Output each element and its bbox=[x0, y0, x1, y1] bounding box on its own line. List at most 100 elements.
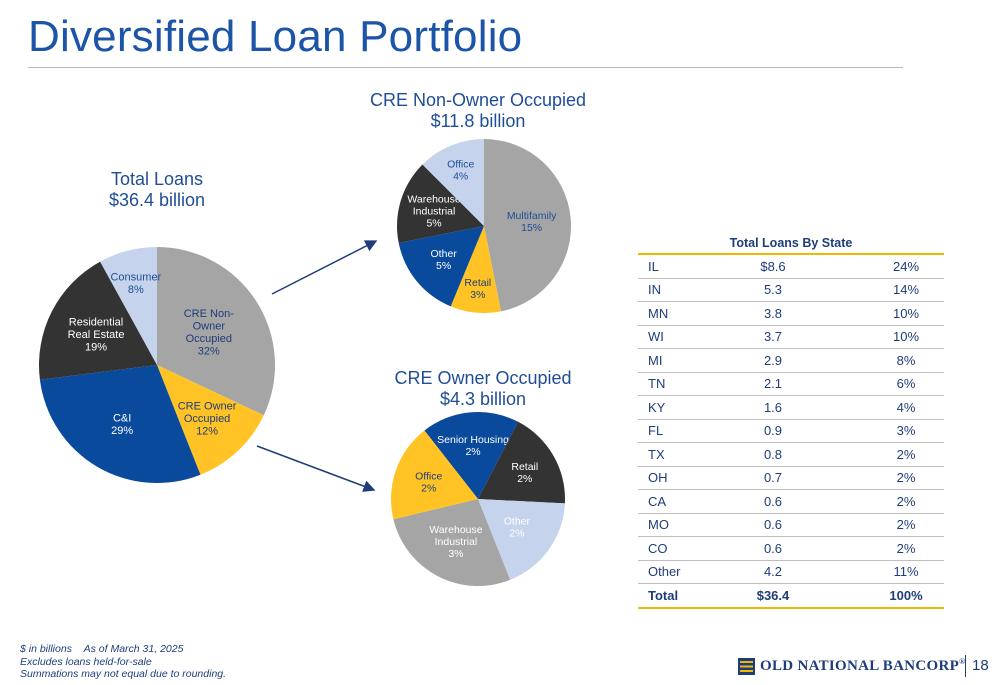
slice-label: Warehouse Industrial 3% bbox=[429, 524, 482, 560]
total-loans-subtitle: $36.4 billion bbox=[108, 190, 206, 210]
state-cell: MI bbox=[638, 348, 718, 373]
pct-cell: 2% bbox=[828, 513, 944, 537]
amount-cell: 5.3 bbox=[718, 278, 828, 302]
arrow-to-non-owner bbox=[271, 240, 378, 295]
slice-label: CRE Owner Occupied 12% bbox=[178, 401, 237, 438]
pct-cell: 10% bbox=[828, 325, 944, 349]
pie-slice bbox=[424, 412, 519, 499]
amount-cell: 2.1 bbox=[718, 372, 828, 396]
loans-by-state-table: Total Loans By State IL $8.6 24% IN 5.3 14… bbox=[638, 236, 944, 609]
table-row: WI 3.7 10% bbox=[638, 325, 944, 349]
table-row: CA 0.6 2% bbox=[638, 489, 944, 514]
amount-cell: 0.7 bbox=[718, 466, 828, 490]
pie-slice bbox=[391, 430, 478, 520]
table-row: IL $8.6 24% bbox=[638, 253, 944, 279]
arrow-to-owner bbox=[256, 445, 376, 492]
pct-cell: 3% bbox=[828, 419, 944, 443]
table-row: Other 4.2 11% bbox=[638, 560, 944, 584]
amount-cell: 1.6 bbox=[718, 395, 828, 420]
state-cell: OH bbox=[638, 466, 718, 490]
page-number-divider bbox=[965, 655, 966, 677]
slice-label: Office 2% bbox=[415, 470, 442, 494]
pie-slice bbox=[157, 247, 275, 416]
cre-owner-title-block: CRE Owner Occupied $4.3 billion bbox=[355, 368, 611, 410]
state-cell: Total bbox=[638, 583, 718, 609]
old-national-logo-icon bbox=[738, 657, 755, 675]
amount-cell: $8.6 bbox=[718, 253, 828, 279]
title-divider bbox=[28, 67, 903, 68]
pie-slice bbox=[100, 247, 157, 365]
footnote-line-3: Summations may not equal due to rounding… bbox=[20, 668, 227, 680]
pie-slice bbox=[478, 499, 565, 580]
pie-slice bbox=[397, 164, 484, 243]
slice-label: Warehouse Industrial 5% bbox=[407, 194, 460, 230]
pct-cell: 2% bbox=[828, 442, 944, 467]
slice-label: CRE Non-Owner Occupied 32% bbox=[184, 308, 234, 358]
state-cell: IN bbox=[638, 278, 718, 302]
slice-label: Multifamily 15% bbox=[507, 210, 557, 234]
table-row: OH 0.7 2% bbox=[638, 466, 944, 490]
pie-slice bbox=[393, 499, 511, 586]
pct-cell: 6% bbox=[828, 372, 944, 396]
total-loans-pie: CRE Non-Owner Occupied 32% CRE Owner Occupie… bbox=[39, 247, 275, 483]
amount-cell: 3.7 bbox=[718, 325, 828, 349]
state-cell: TX bbox=[638, 442, 718, 467]
pct-cell: 8% bbox=[828, 348, 944, 373]
pie-slice bbox=[478, 421, 565, 504]
state-table-title: Total Loans By State bbox=[729, 236, 853, 250]
cre-owner-title: CRE Owner Occupied bbox=[394, 368, 572, 388]
slice-label: Senior Housing 2% bbox=[437, 434, 509, 458]
cre-non-owner-title-block: CRE Non-Owner Occupied $11.8 billion bbox=[338, 90, 618, 132]
cre-non-owner-pie: Multifamily 15% Retail 3%Other 5% Warehouse In… bbox=[397, 139, 571, 313]
slice-label: Office 4% bbox=[447, 158, 474, 182]
slice-label: Other 5% bbox=[431, 248, 458, 272]
pct-cell: 2% bbox=[828, 536, 944, 561]
state-cell: Other bbox=[638, 560, 718, 584]
state-cell: MO bbox=[638, 513, 718, 537]
amount-cell: 0.6 bbox=[718, 536, 828, 561]
brand-registered-mark: ® bbox=[959, 657, 966, 666]
pie-slice bbox=[484, 139, 571, 312]
brand-name-text: OLD NATIONAL BANCORP bbox=[760, 658, 960, 674]
amount-cell: 0.6 bbox=[718, 489, 828, 514]
brand-logo: OLD NATIONAL BANCORP® bbox=[738, 656, 965, 676]
pie-slice bbox=[39, 261, 158, 380]
table-row: MO 0.6 2% bbox=[638, 513, 944, 537]
table-row: TN 2.1 6% bbox=[638, 372, 944, 396]
state-cell: CA bbox=[638, 489, 718, 514]
state-cell: CO bbox=[638, 536, 718, 561]
slice-label: Retail 2% bbox=[511, 461, 538, 485]
slice-label: Retail 3% bbox=[464, 277, 491, 301]
table-row: TX 0.8 2% bbox=[638, 442, 944, 467]
pct-cell: 4% bbox=[828, 395, 944, 420]
amount-cell: 4.2 bbox=[718, 560, 828, 584]
slice-label: Other 2% bbox=[504, 516, 531, 540]
pct-cell: 10% bbox=[828, 301, 944, 326]
table-row: KY 1.6 4% bbox=[638, 395, 944, 420]
total-loans-title: Total Loans bbox=[110, 169, 204, 189]
pie-slice bbox=[157, 365, 264, 475]
table-row: FL 0.9 3% bbox=[638, 419, 944, 443]
amount-cell: 3.8 bbox=[718, 301, 828, 326]
footnote-units: $ in billions bbox=[20, 643, 72, 655]
footnotes: $ in billions As of March 31, 2025 Exclu… bbox=[20, 643, 226, 681]
pct-cell: 100% bbox=[828, 583, 944, 609]
slice-label: Residential Real Estate 19% bbox=[68, 316, 125, 353]
state-cell: IL bbox=[638, 253, 718, 279]
table-row: CO 0.6 2% bbox=[638, 536, 944, 561]
footnote-line-1: $ in billions As of March 31, 2025 bbox=[20, 643, 226, 656]
pie-slice bbox=[450, 226, 501, 313]
pct-cell: 11% bbox=[828, 560, 944, 584]
brand-name: OLD NATIONAL BANCORP® bbox=[760, 657, 965, 675]
state-cell: FL bbox=[638, 419, 718, 443]
pie-slice bbox=[422, 139, 484, 226]
cre-owner-pie: Senior Housing 2%Retail 2% Other 2% Warehouse… bbox=[391, 412, 565, 586]
pie-slice bbox=[398, 226, 484, 307]
cre-non-owner-subtitle: $11.8 billion bbox=[430, 111, 526, 131]
state-cell: TN bbox=[638, 372, 718, 396]
page-number: 18 bbox=[972, 657, 989, 674]
table-total-row: Total $36.4 100% bbox=[638, 583, 944, 609]
state-cell: MN bbox=[638, 301, 718, 326]
slice-label: Consumer 8% bbox=[110, 271, 161, 296]
